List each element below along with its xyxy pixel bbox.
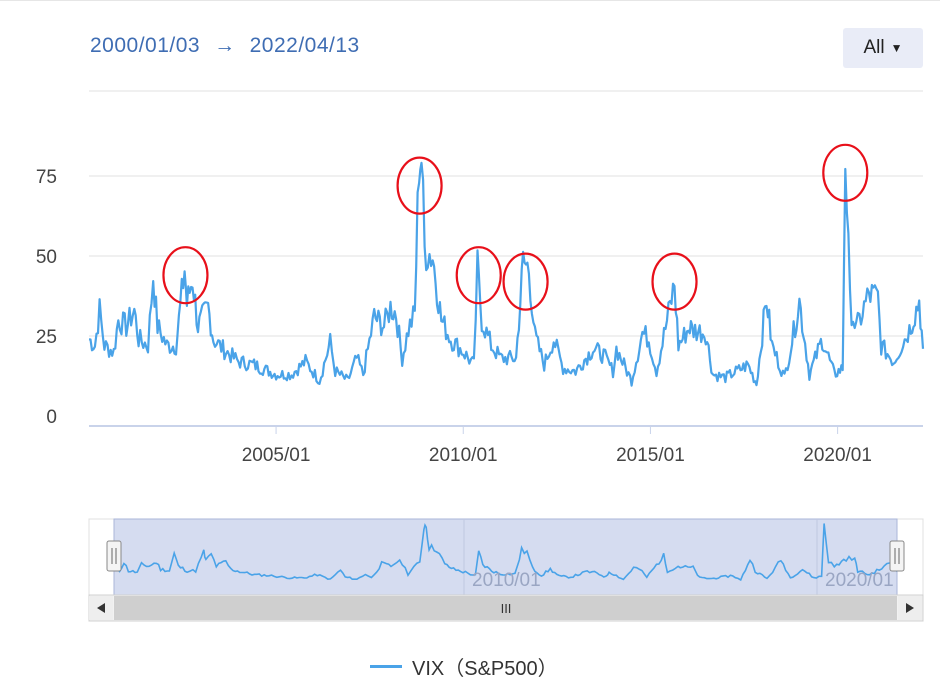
highlight-circle-6 xyxy=(822,143,869,202)
x-tick-2015/01: 2015/01 xyxy=(616,445,685,466)
range-select-label: All xyxy=(863,37,885,58)
navigator-series-group xyxy=(113,522,898,582)
caret-down-icon: ▼ xyxy=(890,41,903,55)
highlight-circle-5 xyxy=(651,252,698,311)
series-line-vix xyxy=(88,161,925,387)
navigator-x-tick-2010/01: 2010/01 xyxy=(472,570,541,591)
navigator-x-tick-2020/01: 2020/01 xyxy=(825,570,894,591)
navigator[interactable]: 2010/01 2020/01 III xyxy=(88,518,924,622)
range-start-date: 2000/01/03 xyxy=(90,34,201,57)
navigator-left-handle[interactable] xyxy=(106,540,122,572)
y-tick-50: 50 xyxy=(36,247,57,268)
annotation-circles xyxy=(162,143,869,311)
x-tick-2020/01: 2020/01 xyxy=(803,445,872,466)
arrow-left-icon xyxy=(97,603,105,613)
navigator-right-handle[interactable] xyxy=(889,540,905,572)
legend-swatch xyxy=(370,665,402,668)
highlight-circle-1 xyxy=(162,246,209,305)
scrollbar-thumb[interactable] xyxy=(114,596,897,620)
y-tick-75: 75 xyxy=(36,167,57,188)
navigator-selection[interactable] xyxy=(113,518,898,596)
grid-lines xyxy=(89,90,923,427)
range-arrow: → xyxy=(214,34,236,57)
arrow-right-icon xyxy=(906,603,914,613)
y-tick-0: 0 xyxy=(46,407,57,428)
highlight-circle-3 xyxy=(455,246,502,305)
x-tick-2010/01: 2010/01 xyxy=(429,445,498,466)
legend[interactable]: VIX（S&P500） xyxy=(370,652,558,681)
x-tick-2005/01: 2005/01 xyxy=(242,445,311,466)
range-end-date: 2022/04/13 xyxy=(249,34,360,57)
range-select-button[interactable]: All ▼ xyxy=(843,28,923,68)
top-border xyxy=(0,0,940,1)
navigator-x-ticks: 2010/01 2020/01 xyxy=(472,570,894,591)
highlight-circle-2 xyxy=(396,156,443,215)
legend-label: VIX（S&P500） xyxy=(412,658,558,680)
y-tick-25: 25 xyxy=(36,327,57,348)
scrollbar-grip: III xyxy=(501,601,512,616)
y-axis-ticks: 0 25 50 75 xyxy=(36,167,57,428)
main-series-group xyxy=(88,161,925,387)
navigator-series-line xyxy=(113,522,898,582)
date-range-label: 2000/01/03 → 2022/04/13 xyxy=(90,34,360,58)
x-axis-ticks: 2005/01 2010/01 2015/01 2020/01 xyxy=(242,426,872,466)
highlight-circle-4 xyxy=(502,252,549,311)
